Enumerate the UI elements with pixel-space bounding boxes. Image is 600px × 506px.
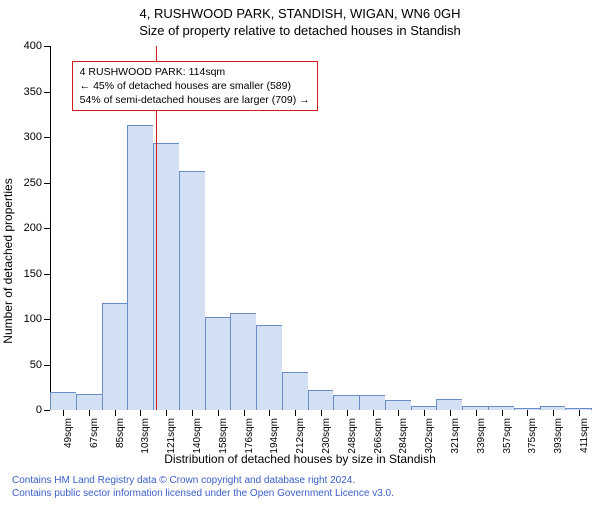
x-tick-label: 302sqm (424, 418, 435, 454)
x-tick (553, 410, 554, 416)
infobox-line: 54% of semi-detached houses are larger (… (80, 93, 310, 107)
x-tick-label: 103sqm (140, 418, 151, 454)
histogram-bar (102, 303, 128, 410)
y-tick-label: 0 (36, 404, 50, 416)
x-tick (115, 410, 116, 416)
y-axis-label: Number of detached properties (1, 178, 15, 343)
x-tick (140, 410, 141, 416)
histogram-bar (385, 400, 411, 410)
x-tick-label: 375sqm (527, 418, 538, 454)
x-tick (192, 410, 193, 416)
chart-area: Number of detached properties 0501001502… (0, 42, 600, 466)
x-tick (244, 410, 245, 416)
x-axis-label: Distribution of detached houses by size … (0, 452, 600, 466)
x-tick (502, 410, 503, 416)
histogram-bar (333, 395, 359, 410)
footer: Contains HM Land Registry data © Crown c… (12, 474, 394, 500)
infobox-line: ← 45% of detached houses are smaller (58… (80, 79, 310, 93)
histogram-bar (50, 392, 76, 410)
x-tick-label: 67sqm (89, 418, 100, 448)
plot-area: 050100150200250300350400 49sqm67sqm85sqm… (50, 46, 592, 410)
histogram-bar (359, 395, 385, 410)
x-tick-label: 411sqm (579, 418, 590, 453)
x-tick (63, 410, 64, 416)
x-tick-label: 248sqm (347, 418, 358, 454)
histogram-bar (282, 372, 308, 410)
y-tick-label: 200 (24, 222, 50, 234)
y-tick-label: 150 (24, 268, 50, 280)
x-tick-label: 339sqm (476, 418, 487, 454)
histogram-bar (230, 313, 256, 410)
x-tick (373, 410, 374, 416)
histogram-bar (256, 325, 282, 410)
title-sub: Size of property relative to detached ho… (0, 23, 600, 38)
x-tick (476, 410, 477, 416)
x-tick-label: 212sqm (295, 418, 306, 454)
histogram-bar (76, 394, 102, 410)
infobox-line: 4 RUSHWOOD PARK: 114sqm (80, 65, 310, 79)
footer-line-1: Contains HM Land Registry data © Crown c… (12, 474, 394, 487)
x-tick (269, 410, 270, 416)
histogram-bar (436, 399, 462, 410)
x-tick-label: 284sqm (398, 418, 409, 454)
info-box: 4 RUSHWOOD PARK: 114sqm← 45% of detached… (72, 61, 318, 112)
x-tick-label: 85sqm (115, 418, 126, 448)
x-tick (166, 410, 167, 416)
x-tick (579, 410, 580, 416)
y-tick-label: 300 (24, 131, 50, 143)
histogram-bar (205, 317, 231, 410)
x-tick-label: 357sqm (502, 418, 513, 454)
x-tick-label: 230sqm (321, 418, 332, 454)
x-tick (398, 410, 399, 416)
title-main: 4, RUSHWOOD PARK, STANDISH, WIGAN, WN6 0… (0, 6, 600, 21)
x-tick-label: 194sqm (269, 418, 280, 454)
x-tick-label: 140sqm (192, 418, 203, 454)
x-tick (218, 410, 219, 416)
x-tick (450, 410, 451, 416)
x-tick (527, 410, 528, 416)
x-tick-label: 393sqm (553, 418, 564, 454)
histogram-bar (127, 125, 153, 410)
x-tick-label: 176sqm (244, 418, 255, 454)
y-tick-label: 350 (24, 86, 50, 98)
y-tick-label: 400 (24, 40, 50, 52)
y-tick-label: 50 (30, 359, 50, 371)
x-tick-label: 321sqm (450, 418, 461, 454)
x-tick-label: 49sqm (63, 418, 74, 448)
y-tick-label: 100 (24, 313, 50, 325)
x-tick (347, 410, 348, 416)
y-tick-label: 250 (24, 177, 50, 189)
x-tick (321, 410, 322, 416)
histogram-bar (153, 143, 179, 410)
x-tick (424, 410, 425, 416)
footer-line-2: Contains public sector information licen… (12, 487, 394, 500)
x-tick-label: 266sqm (373, 418, 384, 454)
x-tick (89, 410, 90, 416)
x-tick-label: 121sqm (166, 418, 177, 454)
x-tick-label: 158sqm (218, 418, 229, 454)
x-tick (295, 410, 296, 416)
histogram-bar (308, 390, 334, 410)
histogram-bar (179, 171, 205, 410)
